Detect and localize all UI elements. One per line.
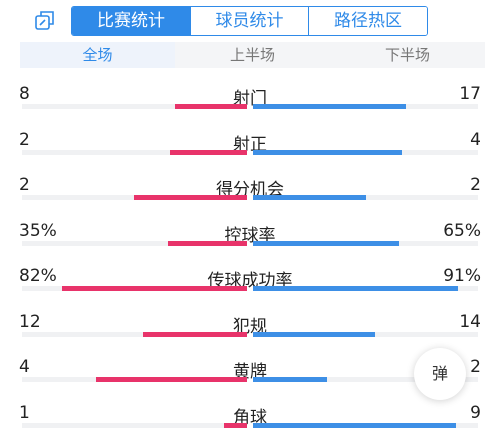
stat-home-track [22,104,247,109]
stat-home-value: 8 [19,84,30,104]
main-tabs: 比赛统计 球员统计 路径热区 [71,6,428,36]
stat-home-track [22,331,247,337]
stat-row: 2 射正 4 [0,130,500,175]
stat-home-value: 2 [19,175,30,195]
stat-away-value: 9 [470,402,481,423]
tab-player-stats[interactable]: 球员统计 [190,7,308,35]
stat-away-bar [253,195,366,200]
stat-away-value: 4 [470,129,481,150]
stat-home-track [22,422,247,428]
stat-row: 12 犯规 14 [0,312,500,357]
stat-away-bar [253,331,375,337]
stat-away-value: 91% [443,266,481,286]
stat-away-bar [253,377,327,382]
subtab-second-half[interactable]: 下半场 [384,46,430,64]
stat-away-bar [253,286,458,291]
stat-home-bar [62,286,247,291]
period-tabs: 全场 上半场 下半场 [20,42,485,68]
stat-home-bar [170,149,247,155]
stat-home-bar [96,377,247,382]
stat-away-bar [253,240,399,246]
stat-row: 2 得分机会 2 [0,175,500,220]
stat-home-bar [143,331,247,337]
stat-home-value: 2 [19,129,30,150]
stat-row: 1 角球 9 [0,403,500,448]
stat-away-bar [253,422,456,428]
stat-home-bar [224,422,247,428]
subtab-full-match[interactable]: 全场 [20,42,175,68]
tab-heatmap[interactable]: 路径热区 [308,7,427,35]
stat-away-bar [253,149,402,155]
stat-home-value: 12 [19,311,41,332]
stat-home-bar [134,195,247,200]
stat-home-track [22,240,247,246]
stat-home-bar [175,104,247,109]
stat-row: 8 射门 17 [0,84,500,129]
stat-row: 4 黄牌 2 [0,357,500,402]
stat-away-value: 14 [459,311,481,332]
stat-row: 82% 传球成功率 91% [0,266,500,311]
top-bar: 比赛统计 球员统计 路径热区 [0,0,500,40]
stat-row: 35% 控球率 65% [0,221,500,266]
float-danmaku-button[interactable]: 弹 [414,348,466,400]
stat-home-value: 4 [19,357,30,377]
stat-home-value: 82% [19,266,57,286]
stat-away-value: 65% [443,220,481,241]
stat-away-value: 2 [470,175,481,195]
stat-home-track [22,149,247,155]
share-icon[interactable] [34,9,56,31]
stat-away-bar [253,104,406,109]
stat-away-value: 2 [470,357,481,377]
stat-home-bar [168,240,247,246]
tab-match-stats[interactable]: 比赛统计 [72,7,190,35]
stat-away-track [253,377,478,382]
subtab-first-half[interactable]: 上半场 [229,46,275,64]
stat-home-value: 35% [19,220,57,241]
stat-away-value: 17 [459,84,481,104]
stat-home-value: 1 [19,402,30,423]
